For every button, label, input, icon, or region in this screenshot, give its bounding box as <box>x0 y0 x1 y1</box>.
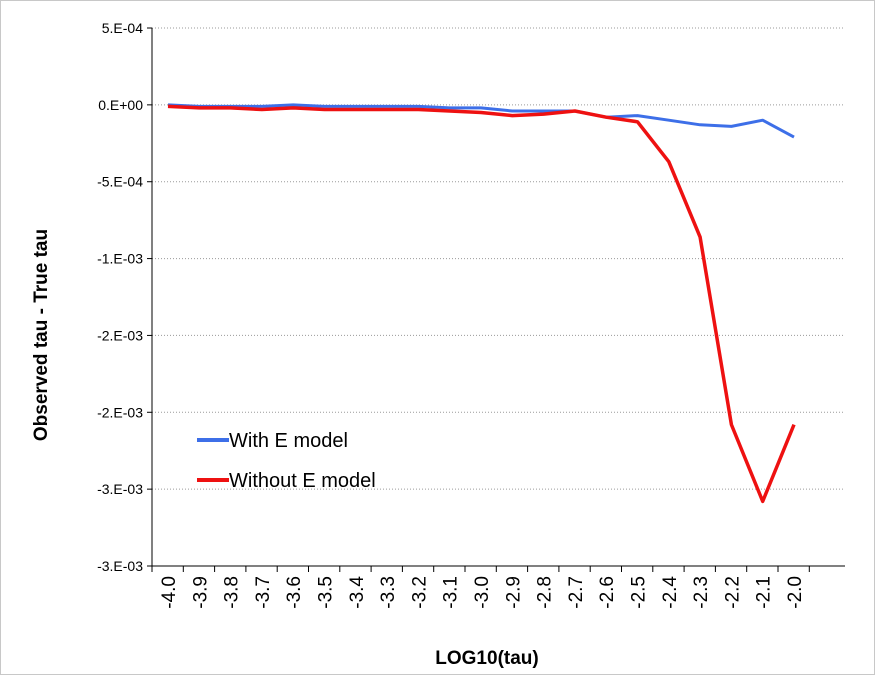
series-line-without-e-model <box>167 104 796 504</box>
x-tick-label: -2.9 <box>503 576 524 609</box>
y-tick-labels: 5.E-04 0.E+00 -5.E-04 -1.E-03 -2.E-03 -2.E-03… <box>97 20 143 574</box>
x-tick-label: -3.0 <box>472 576 493 609</box>
series-lines <box>167 103 796 504</box>
y-axis-label: Observed tau - True tau <box>31 229 52 441</box>
x-tick-label: -2.2 <box>722 576 743 609</box>
x-tick-label: -2.8 <box>535 576 556 609</box>
x-tick-labels: -4.0 -3.9 -3.8 -3.7 -3.6 -3.5 -3.4 -3.3 -3.2 -3.1… <box>159 576 806 609</box>
x-tick-label: -3.6 <box>284 576 305 609</box>
x-tick-label: -2.0 <box>785 576 806 609</box>
axes <box>147 27 845 572</box>
x-tick-label: -3.5 <box>316 576 337 609</box>
x-tick-label: -3.4 <box>347 576 368 609</box>
y-tick-label: 5.E-04 <box>102 20 143 36</box>
x-tick-label: -2.6 <box>597 576 618 609</box>
x-tick-label: -2.4 <box>660 576 681 609</box>
x-tick-label: -3.7 <box>253 576 274 609</box>
x-tick-label: -4.0 <box>159 576 180 609</box>
y-tick-label: 0.E+00 <box>98 97 143 113</box>
x-tick-label: -3.8 <box>222 576 243 609</box>
y-tick-label: -3.E-03 <box>97 481 143 497</box>
x-tick-label: -2.3 <box>691 576 712 609</box>
y-tick-label: -1.E-03 <box>97 251 143 267</box>
y-tick-label: -2.E-03 <box>97 404 143 420</box>
series-line-with-e-model <box>167 103 795 139</box>
x-tick-label: -3.9 <box>190 576 211 609</box>
x-tick-label: -2.7 <box>566 576 587 609</box>
legend-label: Without E model <box>229 470 376 492</box>
y-tick-label: -5.E-04 <box>97 174 143 190</box>
x-tick-label: -3.2 <box>409 576 430 609</box>
legend-label: With E model <box>229 430 348 452</box>
x-tick-label: -3.3 <box>378 576 399 609</box>
x-tick-label: -2.1 <box>754 576 775 609</box>
legend: With E model Without E model <box>197 430 376 492</box>
y-tick-label: -3.E-03 <box>97 558 143 574</box>
x-tick-label: -3.1 <box>441 576 462 609</box>
x-axis-label: LOG10(tau) <box>435 648 538 669</box>
y-tick-label: -2.E-03 <box>97 327 143 343</box>
x-tick-label: -2.5 <box>629 576 650 609</box>
